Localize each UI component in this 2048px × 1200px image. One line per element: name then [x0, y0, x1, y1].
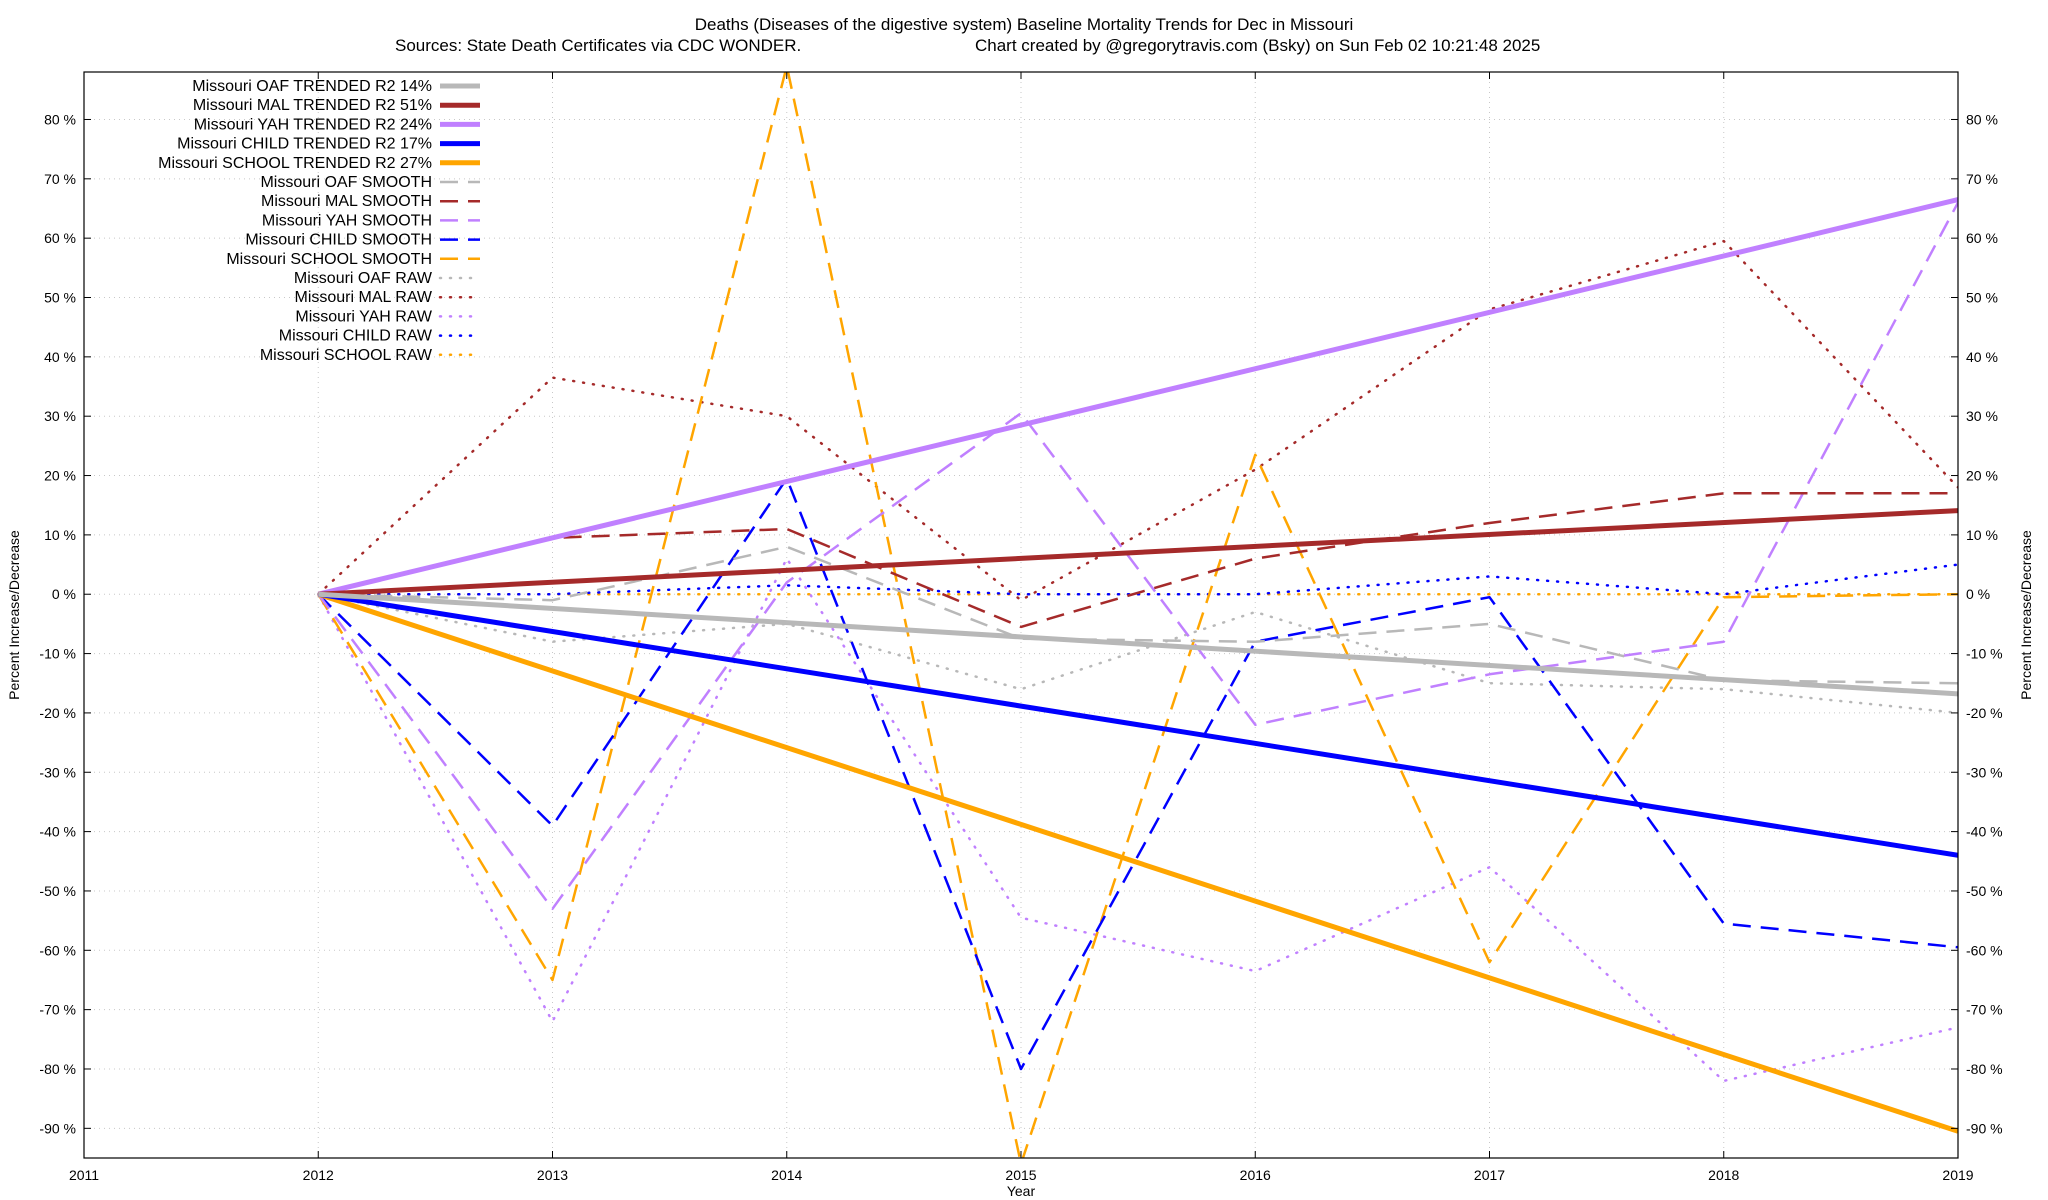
legend: Missouri OAF TRENDED R2 14% Missouri MAL … — [158, 78, 482, 364]
series-line-missouri-yah-trended — [317, 197, 1958, 597]
y2-tick-label: 70 % — [1966, 171, 1998, 187]
legend-label-missouri-oaf-smooth: Missouri OAF SMOOTH — [260, 174, 432, 191]
y-tick-label: -80 % — [39, 1061, 76, 1077]
series-line-missouri-mal-raw — [317, 239, 1958, 602]
legend-label-missouri-child-smooth: Missouri CHILD SMOOTH — [245, 232, 432, 249]
legend-label-missouri-oaf-raw: Missouri OAF RAW — [294, 270, 433, 287]
x-tick-label: 2017 — [1474, 1167, 1505, 1183]
y2-tick-label: 0 % — [1966, 586, 1990, 602]
y-tick-label: -70 % — [39, 1002, 76, 1018]
series-line-missouri-oaf-raw — [317, 592, 1958, 715]
chart-title: Deaths (Diseases of the digestive system… — [695, 15, 1354, 34]
y2-tick-label: 20 % — [1966, 468, 1998, 484]
y2-tick-label: -90 % — [1966, 1120, 2003, 1136]
y-tick-label: -90 % — [39, 1120, 76, 1136]
series-line-missouri-school-trended — [317, 591, 1958, 1134]
x-tick-label: 2011 — [69, 1167, 99, 1183]
y2-tick-label: -30 % — [1966, 764, 2003, 780]
chart-subtitle-source: Sources: State Death Certificates via CD… — [395, 36, 801, 55]
legend-label-missouri-child-trended: Missouri CHILD TRENDED R2 17% — [177, 136, 432, 153]
x-tick-label: 2019 — [1942, 1167, 1973, 1183]
y2-tick-label: 80 % — [1966, 111, 1998, 127]
x-tick-label: 2016 — [1240, 1167, 1271, 1183]
x-axis-label: Year — [1007, 1183, 1036, 1199]
y2-tick-label: -70 % — [1966, 1002, 2003, 1018]
x-tick-label: 2013 — [537, 1167, 568, 1183]
legend-label-missouri-yah-trended: Missouri YAH TRENDED R2 24% — [194, 116, 432, 133]
series-line-missouri-oaf-trended — [318, 591, 1958, 697]
y-tick-label: -40 % — [39, 824, 76, 840]
y2-axis-label: Percent Increase/Decrease — [2018, 530, 2034, 700]
x-tick-label: 2015 — [1005, 1167, 1036, 1183]
y-tick-label: -60 % — [39, 942, 76, 958]
y-tick-label: 40 % — [44, 349, 76, 365]
y2-tick-label: 40 % — [1966, 349, 1998, 365]
x-tick-label: 2014 — [771, 1167, 802, 1183]
legend-label-missouri-yah-smooth: Missouri YAH SMOOTH — [262, 212, 432, 229]
legend-label-missouri-mal-trended: Missouri MAL TRENDED R2 51% — [193, 97, 432, 114]
y-tick-label: -10 % — [39, 646, 76, 662]
series-line-missouri-yah-smooth — [317, 202, 1958, 911]
series-line-missouri-child-smooth — [317, 477, 1958, 1071]
y2-tick-label: -40 % — [1966, 824, 2003, 840]
series-line-missouri-mal-smooth — [318, 492, 1958, 629]
legend-label-missouri-school-trended: Missouri SCHOOL TRENDED R2 27% — [158, 155, 432, 172]
y2-tick-label: -50 % — [1966, 883, 2003, 899]
y-tick-label: -30 % — [39, 764, 76, 780]
series-line-missouri-child-raw — [317, 563, 1958, 596]
y-tick-label: 50 % — [44, 290, 76, 306]
axis-ticks: 2011 2012 2013 2014 2015 2016 2017 2018 2019 80 %… — [39, 72, 2003, 1183]
x-tick-label: 2012 — [303, 1167, 334, 1183]
y-tick-label: 30 % — [44, 408, 76, 424]
y2-tick-label: 10 % — [1966, 527, 1998, 543]
series-line-missouri-oaf-smooth — [318, 545, 1958, 685]
y-tick-label: -20 % — [39, 705, 76, 721]
y-tick-label: 10 % — [44, 527, 76, 543]
y-tick-label: 80 % — [44, 111, 76, 127]
y2-tick-label: -10 % — [1966, 646, 2003, 662]
series-line-missouri-child-trended — [317, 591, 1958, 858]
y2-tick-label: -60 % — [1966, 942, 2003, 958]
x-tick-label: 2018 — [1708, 1167, 1739, 1183]
y-tick-label: 0 % — [52, 586, 76, 602]
y-tick-label: 70 % — [44, 171, 76, 187]
y2-tick-label: -80 % — [1966, 1061, 2003, 1077]
y2-tick-label: -20 % — [1966, 705, 2003, 721]
y-tick-label: 20 % — [44, 468, 76, 484]
legend-label-missouri-mal-smooth: Missouri MAL SMOOTH — [261, 193, 432, 210]
legend-label-missouri-school-raw: Missouri SCHOOL RAW — [260, 347, 433, 364]
y-axis-label: Percent Increase/Decrease — [6, 530, 22, 700]
legend-label-missouri-school-smooth: Missouri SCHOOL SMOOTH — [226, 251, 432, 268]
chart-subtitle-credit: Chart created by @gregorytravis.com (Bsk… — [975, 36, 1540, 55]
series-line-missouri-school-smooth — [317, 72, 1958, 1158]
legend-label-missouri-child-raw: Missouri CHILD RAW — [279, 328, 433, 345]
y2-tick-label: 50 % — [1966, 290, 1998, 306]
series-line-missouri-mal-trended — [318, 508, 1958, 597]
y2-tick-label: 60 % — [1966, 230, 1998, 246]
y-tick-label: -50 % — [39, 883, 76, 899]
y2-tick-label: 30 % — [1966, 408, 1998, 424]
series-lines — [317, 72, 1958, 1158]
legend-label-missouri-yah-raw: Missouri YAH RAW — [295, 308, 433, 325]
legend-label-missouri-oaf-trended: Missouri OAF TRENDED R2 14% — [192, 78, 432, 95]
y-tick-label: 60 % — [44, 230, 76, 246]
legend-label-missouri-mal-raw: Missouri MAL RAW — [295, 289, 433, 306]
